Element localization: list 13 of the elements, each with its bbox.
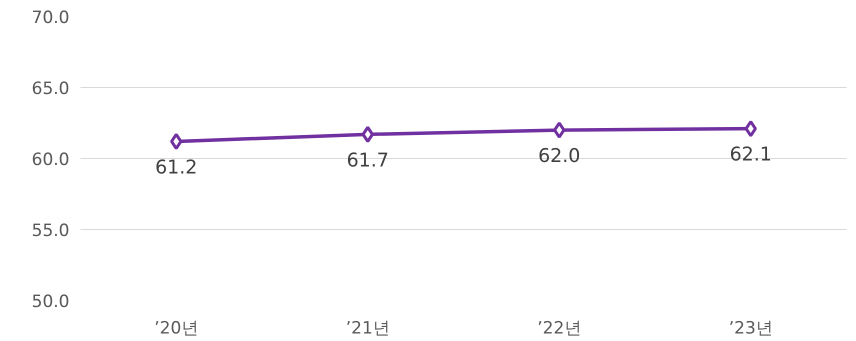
y-tick-label: 60.0 [32,150,70,170]
data-label: 62.0 [538,145,580,168]
x-tick-label: ’22년 [537,318,582,338]
data-label: 62.1 [730,144,772,166]
y-tick-label: 50.0 [32,292,70,312]
data-label: 61.7 [346,149,389,172]
x-tick-label: ’21년 [346,318,390,338]
data-label: 61.2 [155,156,198,178]
y-tick-label: 70.0 [32,8,70,28]
x-tick-label: ’20년 [154,318,198,338]
x-tick-label: ’23년 [728,318,773,338]
y-tick-label: 65.0 [32,79,70,99]
y-tick-label: 55.0 [32,221,70,241]
